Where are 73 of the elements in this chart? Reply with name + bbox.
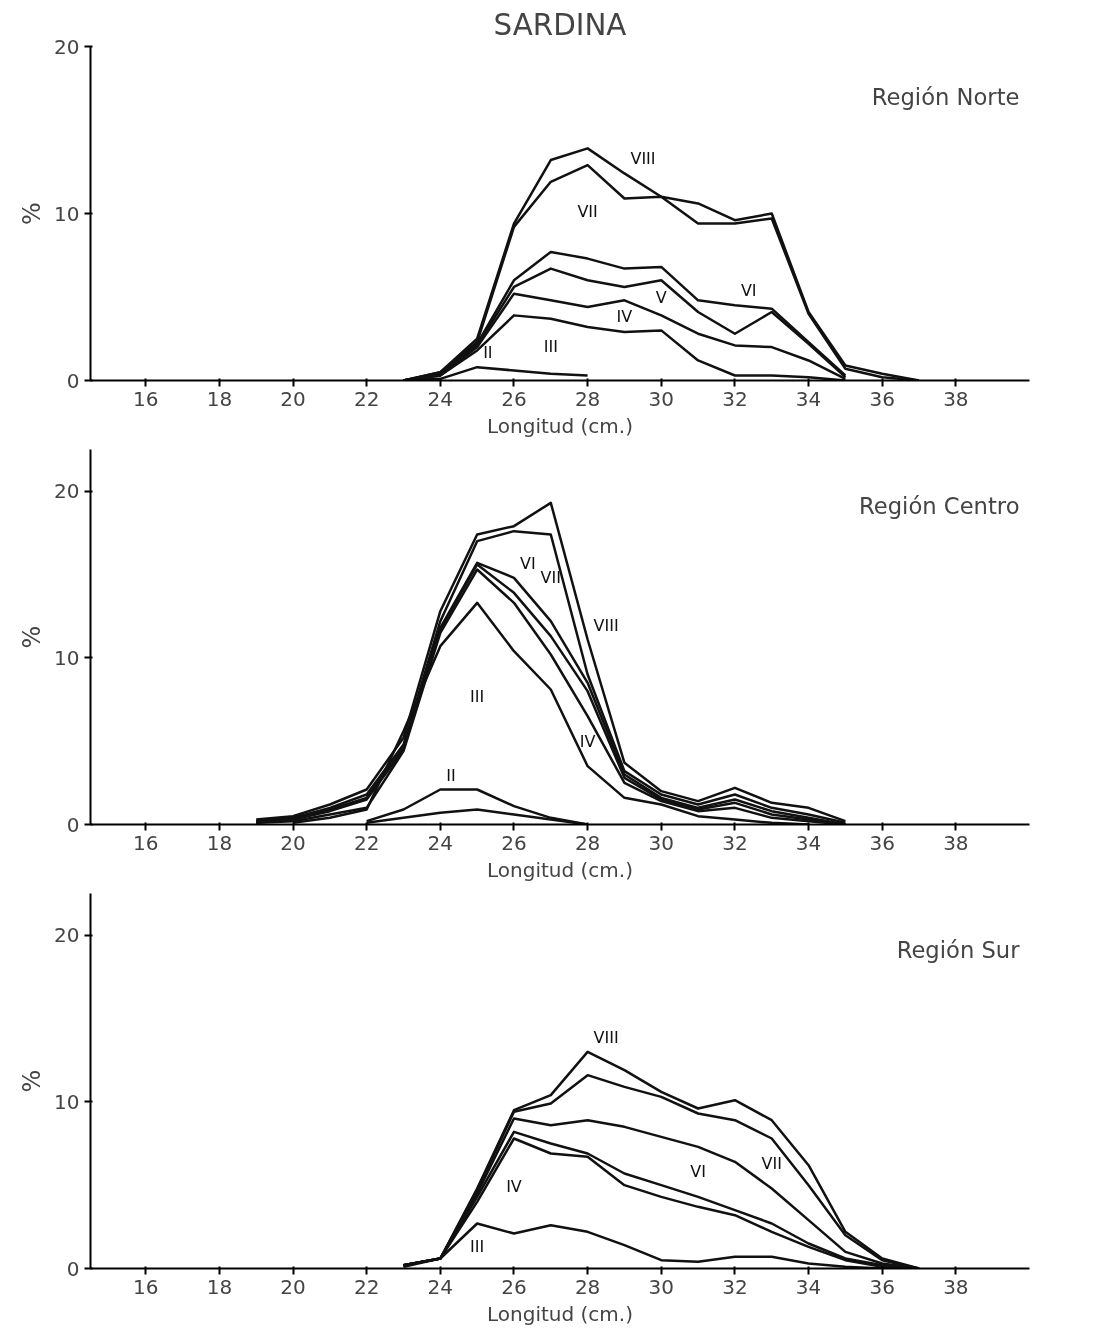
x-tick-label: 32 — [722, 386, 748, 411]
x-tick-label: 18 — [206, 1274, 233, 1299]
x-tick-label: 24 — [427, 1274, 454, 1299]
series-label: VII — [577, 202, 598, 222]
x-tick-label: 16 — [133, 1274, 159, 1299]
x-tick-label: 38 — [943, 1274, 969, 1299]
series-label: VI — [690, 1162, 706, 1182]
x-tick-label: 32 — [722, 1274, 748, 1299]
x-tick-label: 22 — [353, 1274, 380, 1299]
y-tick-label: 20 — [54, 479, 80, 504]
x-tick-label: 24 — [427, 386, 454, 411]
y-axis-title: % — [18, 625, 47, 649]
x-tick-label: 32 — [722, 830, 748, 855]
x-tick-label: 20 — [280, 1274, 306, 1299]
series-label: II — [446, 765, 456, 785]
x-tick-label: 34 — [795, 830, 822, 855]
x-tick-label: 28 — [574, 1274, 601, 1299]
x-tick-label: 30 — [648, 830, 674, 855]
series-label: VIII — [593, 1027, 619, 1047]
series-label: VIII — [593, 615, 619, 635]
x-tick-label: 28 — [574, 386, 601, 411]
series-label: IV — [579, 731, 596, 751]
y-tick-label: 0 — [66, 812, 80, 837]
x-tick-label: 34 — [795, 1274, 822, 1299]
x-tick-label: 26 — [501, 1274, 527, 1299]
series-label: VI — [740, 281, 757, 301]
x-tick-label: 36 — [869, 386, 895, 411]
x-tick-label: 28 — [574, 830, 601, 855]
x-tick-label: 20 — [280, 386, 306, 411]
x-tick-label: 26 — [501, 830, 527, 855]
y-axis-title: % — [18, 202, 47, 225]
series-label: VIII — [630, 149, 656, 169]
x-axis-title: Longitud (cm.) — [487, 413, 633, 438]
x-tick-label: 38 — [943, 830, 969, 855]
series-label: VI — [519, 553, 536, 573]
x-tick-label: 34 — [795, 386, 822, 411]
series-label: III — [543, 336, 558, 356]
x-tick-label: 26 — [501, 386, 527, 411]
x-axis-title: Longitud (cm.) — [487, 1301, 633, 1326]
text: Región Norte — [871, 83, 1020, 110]
y-axis-title: % — [18, 1069, 47, 1093]
y-tick-label: 20 — [54, 34, 80, 59]
series-label: IV — [616, 306, 633, 326]
x-tick-label: 24 — [427, 830, 454, 855]
y-tick-label: 0 — [66, 1256, 80, 1281]
x-tick-label: 16 — [133, 830, 159, 855]
y-tick-label: 10 — [54, 645, 80, 670]
y-tick-label: 20 — [54, 923, 80, 948]
y-tick-label: 0 — [66, 368, 80, 393]
chart-title: SARDINA — [493, 7, 627, 42]
series-label: II — [483, 343, 493, 363]
x-tick-label: 30 — [648, 386, 674, 411]
x-tick-label: 16 — [133, 386, 159, 411]
series-label: VII — [540, 568, 561, 588]
x-tick-label: 18 — [206, 386, 233, 411]
series-label: V — [655, 288, 667, 308]
x-tick-label: 30 — [648, 1274, 674, 1299]
x-axis-title: Longitud (cm.) — [487, 857, 633, 882]
x-tick-label: 22 — [353, 830, 380, 855]
x-tick-label: 22 — [353, 386, 380, 411]
series-label: VII — [761, 1154, 782, 1173]
x-tick-label: 36 — [869, 1274, 895, 1299]
x-tick-label: 36 — [869, 830, 895, 855]
series-label: III — [470, 1236, 485, 1256]
text: III — [470, 686, 485, 706]
text: Región Centro — [859, 492, 1020, 519]
x-tick-label: 38 — [943, 386, 969, 411]
y-tick-label: 10 — [54, 201, 80, 226]
text: Región Sur — [896, 936, 1021, 963]
x-tick-label: 18 — [206, 830, 233, 855]
x-tick-label: 20 — [280, 830, 306, 855]
series-label: IV — [506, 1176, 522, 1196]
y-tick-label: 10 — [54, 1089, 80, 1114]
